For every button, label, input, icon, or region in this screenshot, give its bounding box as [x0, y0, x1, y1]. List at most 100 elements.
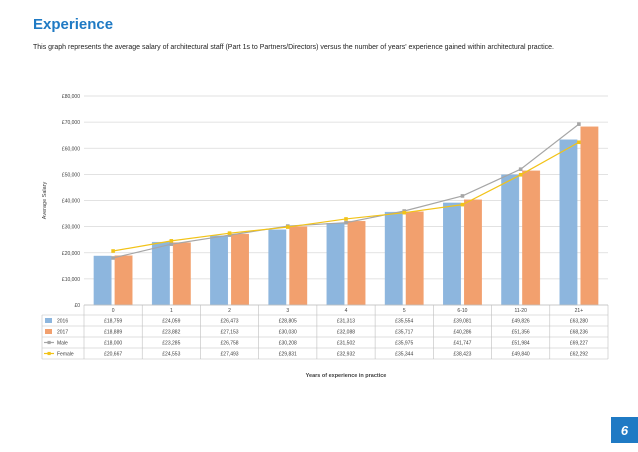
y-tick-label: £40,000 [62, 199, 80, 205]
data-table-cell: £51,356 [512, 330, 530, 336]
data-table-cell: £35,717 [395, 330, 413, 336]
y-tick-label: £30,000 [62, 225, 80, 231]
x-tick-label: 0 [112, 308, 115, 314]
data-table-cell: £68,236 [570, 330, 588, 336]
bar-2016 [384, 211, 403, 306]
data-table-cell: £18,000 [104, 341, 122, 347]
page-title: Experience [33, 16, 114, 33]
data-table-cell: £38,423 [453, 352, 471, 358]
bar-2016 [501, 174, 520, 306]
marker-female [344, 217, 348, 221]
data-table-cell: £27,153 [221, 330, 239, 336]
x-tick-label: 21+ [575, 308, 584, 314]
bar-2017 [172, 242, 191, 306]
data-table-cell: £18,889 [104, 330, 122, 336]
data-table-cell: £29,831 [279, 352, 297, 358]
y-tick-label: £70,000 [62, 120, 80, 126]
data-table-cell: £26,473 [221, 319, 239, 325]
bar-2017 [580, 126, 599, 306]
x-tick-label: 6-10 [457, 308, 467, 314]
data-table-cell: £49,840 [512, 352, 530, 358]
bar-2017 [347, 220, 366, 306]
legend-label: 2016 [57, 319, 68, 325]
marker-female [518, 172, 523, 177]
data-table-cell: £69,227 [570, 341, 588, 347]
bar-2017 [231, 233, 249, 306]
data-table-cell: £32,932 [337, 352, 355, 358]
y-tick-label: £80,000 [62, 94, 80, 100]
bar-2017 [114, 255, 133, 306]
y-tick-label: £60,000 [62, 146, 80, 152]
marker-female [111, 249, 115, 253]
data-table-cell: £24,553 [162, 352, 180, 358]
bar-2016 [268, 229, 287, 306]
marker-female [577, 140, 581, 145]
data-table-cell: £49,826 [512, 319, 530, 325]
data-table-cell: £41,747 [453, 341, 471, 347]
data-table-cell: £30,030 [279, 330, 297, 336]
data-table-cell: £18,759 [104, 319, 122, 325]
legend-label: 2017 [57, 330, 68, 336]
y-axis-title: Average Salary [42, 182, 48, 220]
legend-swatch-2017 [45, 329, 52, 334]
bar-2016 [210, 235, 229, 306]
bar-2017 [405, 211, 424, 306]
data-table-cell: £32,088 [337, 330, 355, 336]
marker-male [577, 122, 581, 126]
data-table-cell: £31,313 [337, 319, 355, 325]
y-tick-label: £10,000 [62, 277, 80, 283]
x-tick-label: 4 [345, 308, 348, 314]
data-table-cell: £63,280 [570, 319, 588, 325]
legend-marker-female [47, 351, 51, 356]
marker-female [169, 239, 174, 243]
x-tick-label: 11-20 [514, 308, 527, 314]
y-tick-label: £50,000 [62, 172, 80, 178]
marker-male [344, 220, 348, 225]
marker-male [518, 167, 523, 171]
bar-2017 [522, 170, 541, 306]
data-table-cell: £35,975 [395, 341, 413, 347]
data-table-cell: £28,805 [279, 319, 297, 325]
bar-2017 [289, 226, 308, 306]
legend-label: Female [57, 352, 74, 358]
x-axis-title: Years of experience in practice [306, 373, 387, 379]
data-table-cell: £26,758 [221, 341, 239, 347]
bar-2016 [559, 139, 578, 306]
data-table-cell: £27,493 [221, 352, 239, 358]
marker-male [460, 194, 465, 198]
x-tick-label: 1 [170, 308, 173, 314]
data-table-cell: £51,984 [512, 341, 530, 347]
marker-male [227, 233, 232, 237]
data-table-cell: £62,292 [570, 352, 588, 358]
data-table-cell: £20,667 [104, 352, 122, 358]
data-table-cell: £23,285 [162, 341, 180, 347]
data-table-cell: £40,286 [453, 330, 471, 336]
marker-male [169, 242, 174, 246]
y-tick-label: £0 [74, 303, 80, 309]
data-table-cell: £30,208 [279, 341, 297, 347]
bar-2017 [463, 199, 482, 306]
data-table-cell: £35,554 [395, 319, 413, 325]
marker-female [402, 210, 407, 215]
bar-2016 [326, 222, 345, 306]
legend-swatch-2016 [45, 318, 52, 323]
legend-marker-male [47, 340, 51, 345]
data-table-cell: £23,882 [162, 330, 180, 336]
marker-female [460, 202, 465, 207]
data-table-cell: £35,344 [395, 352, 413, 358]
page-subtitle: This graph represents the average salary… [33, 44, 555, 51]
bar-2016 [151, 241, 170, 306]
x-tick-label: 3 [286, 308, 289, 314]
y-tick-label: £20,000 [62, 251, 80, 257]
page-number-badge: 6 [611, 417, 638, 443]
data-table-cell: £39,081 [453, 319, 471, 325]
x-tick-label: 2 [228, 308, 231, 314]
x-tick-label: 5 [403, 308, 406, 314]
legend-label: Male [57, 341, 68, 347]
marker-female [227, 231, 232, 235]
marker-female [285, 225, 290, 229]
data-table-cell: £31,502 [337, 341, 355, 347]
marker-male [111, 256, 115, 260]
bar-2016 [93, 255, 112, 306]
